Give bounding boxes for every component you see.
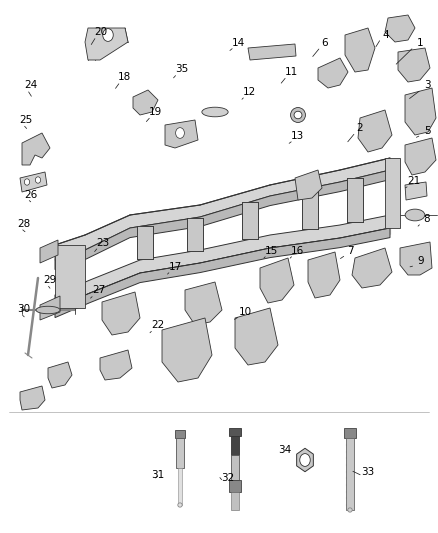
Polygon shape: [20, 172, 47, 192]
Text: 33: 33: [361, 467, 374, 477]
Polygon shape: [398, 48, 430, 82]
Circle shape: [176, 128, 184, 139]
Text: 7: 7: [347, 246, 354, 255]
Polygon shape: [55, 158, 390, 260]
Text: 16: 16: [291, 246, 304, 255]
Polygon shape: [229, 480, 241, 492]
Text: 30: 30: [18, 304, 31, 314]
Ellipse shape: [36, 306, 60, 314]
Text: 29: 29: [44, 275, 57, 285]
Polygon shape: [229, 428, 241, 436]
Polygon shape: [40, 240, 58, 263]
Text: 11: 11: [285, 67, 298, 77]
Polygon shape: [242, 202, 258, 239]
Polygon shape: [400, 242, 432, 275]
Text: 15: 15: [265, 246, 278, 255]
Polygon shape: [308, 252, 340, 298]
Polygon shape: [385, 15, 415, 42]
Text: 8: 8: [424, 214, 431, 223]
Text: 20: 20: [94, 27, 107, 37]
Polygon shape: [55, 170, 390, 270]
Polygon shape: [102, 292, 140, 335]
Text: 24: 24: [24, 80, 37, 90]
Polygon shape: [22, 133, 50, 165]
Polygon shape: [55, 245, 85, 308]
Polygon shape: [232, 492, 239, 510]
Ellipse shape: [348, 508, 352, 512]
Polygon shape: [385, 158, 400, 228]
Polygon shape: [405, 138, 436, 175]
Circle shape: [25, 179, 30, 185]
Polygon shape: [405, 182, 427, 200]
Ellipse shape: [202, 107, 228, 117]
Polygon shape: [40, 296, 60, 320]
Text: 14: 14: [232, 38, 245, 47]
Polygon shape: [248, 44, 296, 60]
Text: 9: 9: [417, 256, 424, 266]
Polygon shape: [187, 218, 203, 251]
Polygon shape: [235, 308, 278, 365]
Polygon shape: [358, 110, 392, 152]
Text: 21: 21: [407, 176, 420, 186]
Text: 28: 28: [18, 219, 31, 229]
Text: 6: 6: [321, 38, 328, 47]
Polygon shape: [345, 28, 375, 72]
Text: 10: 10: [239, 307, 252, 317]
Text: 17: 17: [169, 262, 182, 271]
Ellipse shape: [405, 209, 425, 221]
Polygon shape: [137, 225, 153, 259]
Text: 25: 25: [20, 115, 33, 125]
Polygon shape: [55, 228, 390, 318]
Polygon shape: [352, 248, 392, 288]
Text: 26: 26: [24, 190, 37, 199]
Text: 27: 27: [92, 286, 105, 295]
Polygon shape: [177, 438, 184, 468]
Ellipse shape: [294, 111, 302, 119]
Polygon shape: [55, 215, 390, 308]
Polygon shape: [405, 88, 436, 135]
Polygon shape: [162, 318, 212, 382]
Polygon shape: [346, 438, 353, 510]
Circle shape: [103, 29, 113, 42]
Text: 3: 3: [424, 80, 431, 90]
Polygon shape: [318, 58, 348, 88]
Polygon shape: [133, 90, 158, 115]
Polygon shape: [165, 120, 198, 148]
Text: 32: 32: [221, 473, 234, 482]
Text: 13: 13: [291, 131, 304, 141]
Polygon shape: [100, 350, 132, 380]
Polygon shape: [295, 170, 322, 200]
Polygon shape: [231, 455, 240, 480]
Polygon shape: [344, 428, 356, 438]
Polygon shape: [48, 362, 72, 388]
Polygon shape: [347, 179, 363, 222]
Polygon shape: [85, 28, 128, 60]
Polygon shape: [260, 258, 294, 303]
Text: 22: 22: [151, 320, 164, 330]
Polygon shape: [175, 430, 185, 438]
Polygon shape: [185, 282, 222, 325]
Text: 31: 31: [151, 471, 164, 480]
Text: 34: 34: [278, 446, 291, 455]
Text: 19: 19: [149, 107, 162, 117]
Polygon shape: [231, 436, 240, 455]
Text: 2: 2: [356, 123, 363, 133]
Text: 5: 5: [424, 126, 431, 135]
Text: 35: 35: [175, 64, 188, 74]
Polygon shape: [20, 386, 45, 410]
Text: 1: 1: [417, 38, 424, 47]
Ellipse shape: [178, 503, 182, 507]
Circle shape: [35, 177, 41, 183]
Text: 12: 12: [243, 87, 256, 96]
Polygon shape: [297, 448, 313, 472]
Ellipse shape: [290, 108, 305, 123]
Polygon shape: [302, 188, 318, 229]
Text: 23: 23: [96, 238, 110, 247]
Polygon shape: [178, 468, 182, 505]
Text: 18: 18: [118, 72, 131, 82]
Circle shape: [300, 454, 310, 466]
Text: 4: 4: [382, 30, 389, 39]
